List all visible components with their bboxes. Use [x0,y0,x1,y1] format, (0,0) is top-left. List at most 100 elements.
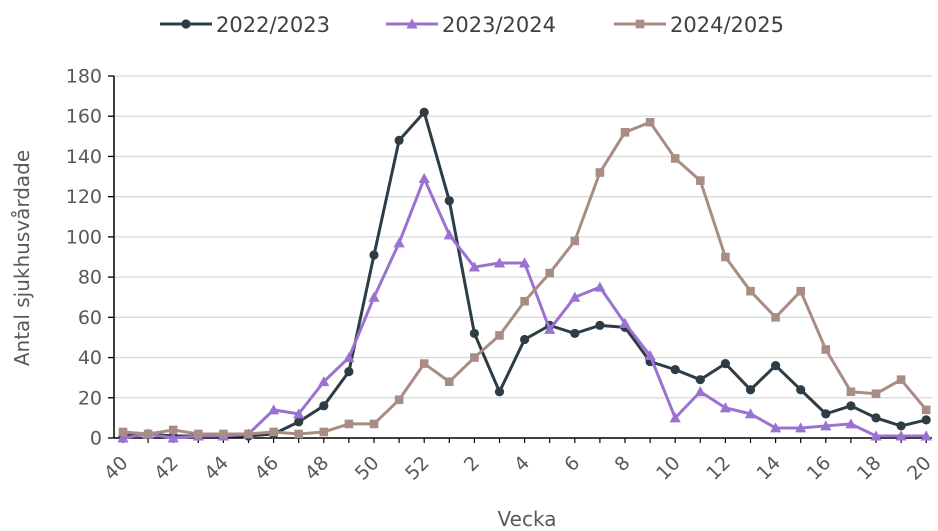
data-point [670,154,680,163]
data-point [469,328,479,339]
data-point [545,268,554,278]
data-point [570,328,580,339]
data-point [369,250,379,260]
x-axis: 40 42 44 46 48 50 52 2 4 6 8 10 12 14 16 18 20 [100,437,936,485]
data-point [495,331,504,340]
x-tick-label: 10 [652,452,685,485]
data-point [719,402,731,413]
data-point [519,257,531,268]
legend: 2022/2023 2023/2024 2024/2025 [160,13,784,37]
y-tick-label: 100 [66,226,102,248]
data-point [595,320,605,330]
x-tick-label: 44 [200,452,233,485]
data-point [319,427,329,437]
data-point [620,128,630,137]
data-point [695,375,705,385]
data-point [493,257,506,268]
y-tick-label: 160 [66,106,102,128]
data-point [721,252,730,262]
data-point [921,405,931,415]
data-point [470,353,479,362]
series-line [122,110,927,438]
data-point [219,429,228,439]
x-tick-label: 8 [610,452,634,476]
y-tick-label: 120 [66,186,102,208]
data-point [444,196,454,206]
x-tick-label: 6 [560,452,584,476]
x-tick-label: 46 [250,452,283,485]
data-point [921,415,931,425]
legend-item-2024-2025: 2024/2025 [614,13,784,37]
data-point [468,261,480,272]
data-point [293,408,305,419]
data-point [696,176,705,185]
data-point [294,429,303,439]
data-point [896,375,906,384]
data-point [419,107,429,117]
y-tick-label: 0 [90,428,102,450]
data-point [394,395,404,405]
y-axis-title: Antal sjukhusvårdade [10,150,34,366]
data-point [694,386,706,397]
x-tick-label: 14 [752,452,785,485]
data-point [845,418,857,429]
data-point [771,361,781,371]
x-tick-label: 20 [903,452,936,485]
y-tick-label: 60 [78,307,102,329]
data-point [645,117,655,127]
x-tick-label: 16 [803,452,836,485]
data-point [343,351,355,363]
data-point [644,349,656,361]
x-tick-label: 52 [401,452,434,485]
x-tick-label: 48 [301,452,334,485]
legend-item-2023-2024: 2023/2024 [386,13,556,37]
y-tick-label: 80 [78,267,102,289]
legend-swatch-marker [406,18,418,29]
data-point [118,427,128,437]
legend-item-2022-2023: 2022/2023 [160,13,330,37]
data-point [569,291,581,302]
data-point [244,429,253,439]
data-point [745,385,756,395]
legend-label: 2024/2025 [670,13,784,37]
data-point [445,377,454,386]
data-point [619,317,631,328]
data-point [520,334,530,345]
data-point [895,430,907,441]
legend-swatch-marker [635,19,645,29]
x-tick-label: 40 [100,452,133,485]
data-point [796,286,805,296]
x-tick-label: 12 [702,452,735,485]
x-tick-label: 4 [510,452,534,476]
series-2022-2023 [118,107,931,441]
data-point [418,172,430,184]
data-point [443,229,455,240]
data-point [896,421,906,431]
data-point [821,409,831,419]
y-tick-label: 40 [78,347,102,369]
data-point [594,281,606,292]
y-tick-label: 140 [66,146,102,168]
data-point [795,422,807,433]
data-point [494,387,505,397]
data-point [544,323,556,334]
data-point [846,387,856,397]
y-tick-label: 180 [66,66,102,88]
data-point [167,432,179,443]
data-point [796,385,806,395]
x-axis-title: Vecka [498,507,557,531]
gridlines [114,75,932,399]
data-point [770,422,782,433]
data-point [393,237,405,248]
series-layer [117,107,932,443]
data-point [871,413,881,423]
x-tick-label: 18 [853,452,886,485]
data-point [268,404,280,415]
data-point [920,430,932,441]
data-point [344,419,354,429]
data-point [570,236,580,246]
legend-label: 2022/2023 [216,13,330,37]
data-point [744,408,757,419]
data-point [117,432,129,443]
